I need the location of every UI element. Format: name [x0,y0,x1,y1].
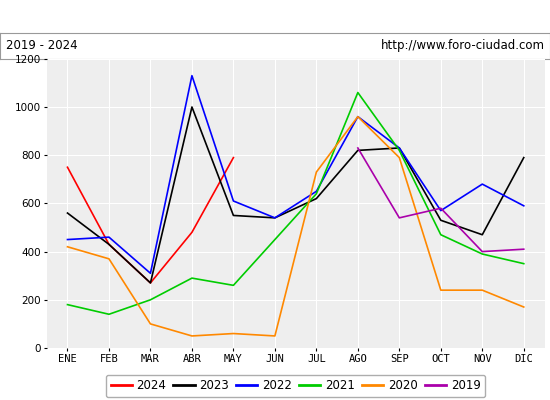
Text: http://www.foro-ciudad.com: http://www.foro-ciudad.com [381,39,544,52]
Text: 2019 - 2024: 2019 - 2024 [6,39,77,52]
Legend: 2024, 2023, 2022, 2021, 2020, 2019: 2024, 2023, 2022, 2021, 2020, 2019 [106,374,486,397]
Text: Evolucion Nº Turistas Nacionales en el municipio de Guijo de Granadilla: Evolucion Nº Turistas Nacionales en el m… [0,9,550,24]
